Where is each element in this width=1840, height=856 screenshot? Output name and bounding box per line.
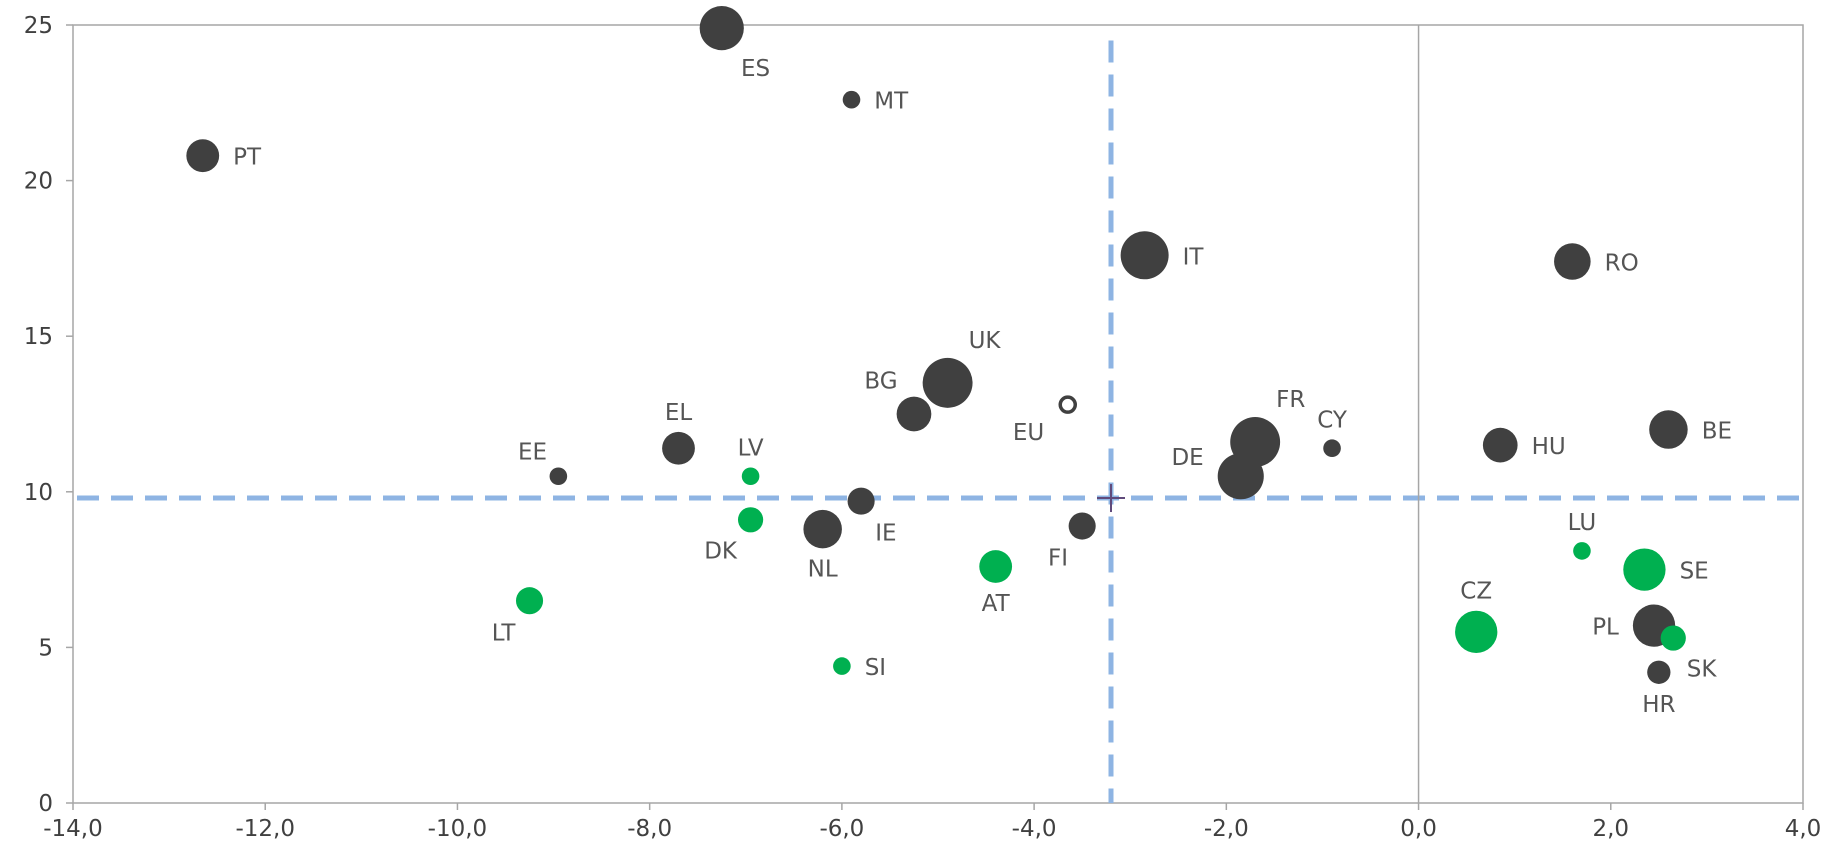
point-label-el: EL bbox=[665, 400, 693, 426]
x-tick-label: -14,0 bbox=[43, 816, 103, 842]
point-label-lt: LT bbox=[492, 620, 517, 646]
data-points bbox=[186, 6, 1688, 684]
point-label-fr: FR bbox=[1276, 387, 1305, 413]
point-ee bbox=[549, 467, 568, 486]
point-pt bbox=[186, 139, 220, 173]
point-label-ro: RO bbox=[1605, 251, 1639, 277]
point-label-hr: HR bbox=[1642, 692, 1675, 718]
point-label-es: ES bbox=[741, 56, 770, 82]
point-se bbox=[1623, 548, 1666, 591]
x-tick-label: -6,0 bbox=[819, 816, 864, 842]
point-si bbox=[833, 657, 851, 675]
point-it bbox=[1120, 231, 1169, 280]
point-label-uk: UK bbox=[969, 328, 1002, 354]
x-tick-label: -2,0 bbox=[1204, 816, 1249, 842]
axes: -14,0 -12,0 -10,0 -8,0 -6,0 -4,0 -2,0 0,0 2,0 4,0… bbox=[24, 13, 1822, 842]
point-label-nl: NL bbox=[808, 556, 838, 582]
point-be bbox=[1649, 410, 1688, 449]
point-label-bg: BG bbox=[864, 369, 897, 395]
y-tick-label: 10 bbox=[24, 480, 53, 506]
point-labels: ES MT PT IT RO UK EU BG BE FR HU EL CY EE LV DE IE DK FI NL… bbox=[233, 56, 1732, 718]
x-tick-label: 2,0 bbox=[1592, 816, 1629, 842]
point-hu bbox=[1482, 427, 1518, 463]
point-es bbox=[699, 6, 744, 51]
point-label-si: SI bbox=[865, 655, 886, 681]
x-tick-label: -4,0 bbox=[1012, 816, 1057, 842]
point-uk bbox=[922, 357, 973, 408]
y-tick-label: 15 bbox=[24, 324, 53, 350]
y-tick-label: 0 bbox=[38, 791, 53, 817]
point-de bbox=[1217, 453, 1264, 500]
x-tick-label: -8,0 bbox=[627, 816, 672, 842]
point-lu bbox=[1573, 542, 1591, 560]
point-label-pl: PL bbox=[1592, 615, 1619, 641]
point-dk bbox=[737, 507, 764, 533]
plot-area-border bbox=[72, 24, 1804, 804]
y-tick-label: 5 bbox=[38, 635, 53, 661]
point-label-be: BE bbox=[1702, 419, 1732, 445]
point-label-ie: IE bbox=[875, 521, 896, 547]
point-label-lv: LV bbox=[738, 435, 764, 461]
point-cz bbox=[1455, 610, 1498, 653]
point-sk bbox=[1660, 625, 1686, 651]
point-bg bbox=[896, 396, 932, 432]
point-ie bbox=[847, 487, 875, 515]
point-label-lu: LU bbox=[1568, 510, 1597, 536]
y-tick-label: 20 bbox=[24, 169, 53, 195]
point-fi bbox=[1068, 512, 1096, 540]
x-tick-label: -12,0 bbox=[235, 816, 295, 842]
point-mt bbox=[842, 90, 861, 109]
point-label-fi: FI bbox=[1048, 546, 1068, 572]
point-label-sk: SK bbox=[1687, 657, 1718, 683]
point-hr bbox=[1647, 660, 1671, 684]
point-label-se: SE bbox=[1680, 559, 1709, 585]
point-label-it: IT bbox=[1183, 244, 1205, 270]
point-lt bbox=[515, 587, 544, 615]
x-tick-label: -10,0 bbox=[428, 816, 488, 842]
point-label-at: AT bbox=[982, 591, 1011, 617]
point-label-cy: CY bbox=[1317, 407, 1348, 433]
x-tick-label: 0,0 bbox=[1400, 816, 1437, 842]
point-label-ee: EE bbox=[518, 439, 547, 465]
point-nl bbox=[803, 509, 842, 549]
reference-lines bbox=[77, 40, 1799, 803]
x-tick-label: 4,0 bbox=[1785, 816, 1822, 842]
point-lv bbox=[741, 467, 760, 486]
point-el bbox=[662, 431, 695, 465]
point-label-dk: DK bbox=[704, 538, 738, 564]
point-cy bbox=[1323, 439, 1341, 458]
point-label-cz: CZ bbox=[1460, 579, 1492, 605]
point-label-hu: HU bbox=[1532, 434, 1566, 460]
y-tick-label: 25 bbox=[24, 13, 53, 39]
point-label-de: DE bbox=[1171, 445, 1203, 471]
point-eu bbox=[1058, 395, 1077, 414]
point-at bbox=[979, 550, 1013, 583]
point-label-pt: PT bbox=[233, 145, 262, 171]
point-ro bbox=[1554, 243, 1591, 280]
point-label-eu: EU bbox=[1013, 420, 1044, 446]
point-label-mt: MT bbox=[874, 89, 909, 115]
